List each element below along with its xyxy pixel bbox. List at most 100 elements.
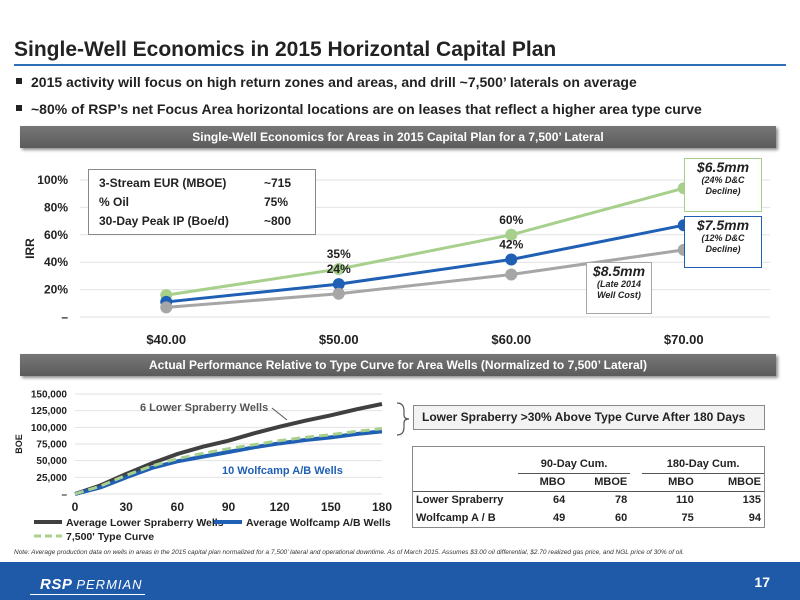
- table-spacer: [630, 473, 642, 491]
- y-tick-label: 150,000: [31, 390, 68, 401]
- x-tick-label: $70.00: [664, 332, 704, 347]
- table-group-header: 90-Day Cum.: [518, 455, 631, 474]
- boe-chart: – 25,000 50,000 75,000 100,000 125,000 150,000…: [14, 390, 392, 544]
- table-row-label: Wolfcamp A / B: [416, 512, 496, 524]
- eur-row: 3-Stream EUR (MBOE) ~715: [99, 174, 305, 193]
- callout-green-note2: Decline): [705, 186, 741, 196]
- y-tick-label: 125,000: [31, 406, 68, 417]
- data-point: [160, 301, 173, 314]
- data-label: 42%: [499, 237, 523, 251]
- x-tick-label: 0: [72, 500, 79, 514]
- table-cell: 94: [748, 512, 761, 524]
- table-cell: 135: [742, 494, 761, 507]
- bullet-square-icon: [16, 78, 22, 84]
- table-subheader: MBO: [539, 476, 566, 488]
- table-spacer: [630, 491, 642, 509]
- table-subheader: MBO: [668, 476, 694, 488]
- annotation-leader: [271, 407, 288, 421]
- y-tick-label: 50,000: [36, 456, 67, 467]
- banner-bottom: Actual Performance Relative to Type Curv…: [20, 354, 776, 376]
- y-tick-label: 80%: [44, 200, 68, 214]
- series-line: [166, 186, 685, 297]
- page-number: 17: [754, 574, 770, 590]
- table-cell: 64: [553, 494, 566, 507]
- legend-label: 7,500' Type Curve: [66, 531, 154, 543]
- banner-top: Single-Well Economics for Areas in 2015 …: [20, 126, 776, 148]
- table-subheader: MBOE: [728, 476, 761, 488]
- table-spacer: [630, 455, 642, 473]
- irr-chart: – 20% 40% 60% 80% 100% IRR $40.00 $50.00 $60.00 $7…: [23, 173, 770, 347]
- callout-green: $6.5mm (24% D&C Decline): [684, 158, 762, 212]
- annotation-label: 10 Wolfcamp A/B Wells: [222, 465, 343, 477]
- series-line: [74, 429, 383, 496]
- eur-box: 3-Stream EUR (MBOE) ~715 % Oil 75% 30-Day …: [88, 169, 316, 235]
- data-label: 24%: [327, 262, 351, 276]
- page-title: Single-Well Economics in 2015 Horizontal…: [14, 38, 557, 61]
- x-tick-label: 180: [372, 500, 392, 514]
- note-box: Lower Spraberry >30% Above Type Curve Af…: [413, 405, 765, 430]
- eur-label: 30-Day Peak IP (Boe/d): [99, 214, 229, 228]
- table-spacer: [630, 509, 642, 527]
- series-line: [74, 402, 383, 496]
- data-point: [505, 253, 518, 266]
- bracket-icon: [396, 402, 410, 436]
- table-cell: 75: [681, 512, 694, 524]
- company-logo: RSP PERMIAN: [40, 576, 143, 593]
- callout-gray-note: (Late 2014: [596, 279, 642, 289]
- callout-gray-value: $8.5mm: [592, 263, 646, 279]
- data-label: 35%: [327, 247, 351, 261]
- data-point: [332, 287, 345, 300]
- table-row: Wolfcamp A / B 49 60 75 94: [413, 509, 764, 527]
- data-point: [332, 263, 345, 276]
- footer-bar: RSP PERMIAN 17: [0, 562, 800, 600]
- x-tick-label: 150: [321, 500, 341, 514]
- bullet-1-text: 2015 activity will focus on high return …: [31, 74, 637, 90]
- y-tick-label: –: [61, 490, 67, 501]
- x-tick-label: 90: [222, 500, 236, 514]
- y-tick-label: 60%: [44, 228, 68, 242]
- table-cell: 49: [553, 512, 566, 524]
- x-tick-label: $40.00: [146, 332, 186, 347]
- data-label: 60%: [499, 213, 523, 227]
- y-tick-label: 75,000: [36, 440, 67, 451]
- y-tick-label: 20%: [44, 283, 68, 297]
- x-tick-label: 30: [119, 500, 133, 514]
- bullet-square-icon: [16, 105, 22, 111]
- table-cell: 60: [615, 512, 628, 524]
- table-subheader: MBOE: [594, 476, 628, 488]
- callout-green-value: $6.5mm: [696, 159, 750, 175]
- legend-label: Average Lower Spraberry Wells: [66, 517, 224, 529]
- callout-blue-note: (12% D&C: [701, 233, 745, 243]
- table-group-header: 180-Day Cum.: [642, 455, 764, 474]
- series-line: [166, 223, 685, 304]
- y-tick-label: 100,000: [31, 423, 68, 434]
- perf-table: 90-Day Cum. 180-Day Cum. MBO MBOE MBO MB…: [412, 446, 765, 528]
- callout-gray-note2: Well Cost): [597, 290, 641, 300]
- table-subheader-row: MBO MBOE MBO MBOE: [413, 473, 764, 491]
- y-tick-label: 100%: [37, 173, 68, 187]
- perf-table-grid: 90-Day Cum. 180-Day Cum. MBO MBOE MBO MB…: [413, 455, 764, 527]
- x-tick-label: $50.00: [319, 332, 359, 347]
- footnote: Note: Average production data on wells i…: [14, 549, 685, 556]
- eur-value: ~800: [264, 214, 292, 228]
- bullet-2-text: ~80% of RSP’s net Focus Area horizontal …: [31, 101, 702, 117]
- table-row-label: Lower Spraberry: [416, 494, 504, 507]
- table-cell: 110: [676, 494, 694, 507]
- callout-gray: $8.5mm (Late 2014 Well Cost): [586, 262, 652, 314]
- data-point: [505, 228, 518, 241]
- x-tick-label: $60.00: [491, 332, 531, 347]
- table-corner: [413, 455, 518, 473]
- table-corner: [413, 473, 518, 491]
- y-tick-label: –: [61, 310, 68, 324]
- eur-row: 30-Day Peak IP (Boe/d) ~800: [99, 212, 305, 231]
- eur-row: % Oil 75%: [99, 193, 305, 212]
- eur-value: 75%: [264, 195, 289, 209]
- table-cell: 78: [615, 494, 628, 507]
- logo-bold: RSP: [40, 576, 73, 593]
- eur-value: ~715: [264, 176, 292, 190]
- y-axis-label: IRR: [23, 238, 37, 259]
- x-tick-label: 60: [171, 500, 185, 514]
- y-tick-label: 40%: [44, 255, 68, 269]
- bullet-2: ~80% of RSP’s net Focus Area horizontal …: [16, 101, 702, 117]
- callout-green-note: (24% D&C: [701, 175, 745, 185]
